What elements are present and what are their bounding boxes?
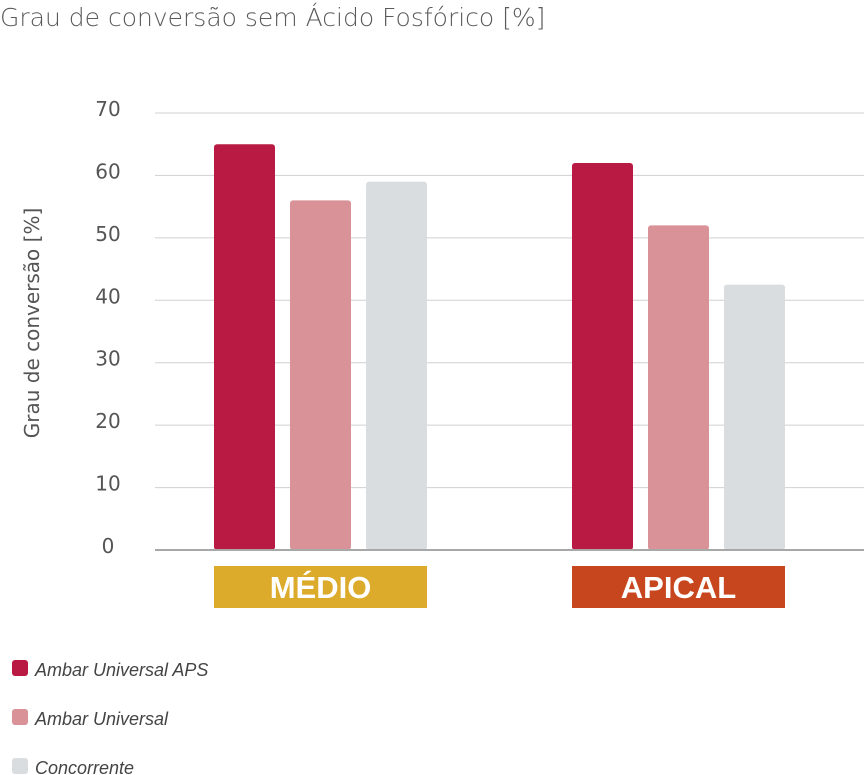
y-tick-label: 50 xyxy=(95,222,120,246)
chart-title: Grau de conversão sem Ácido Fosfórico [%… xyxy=(0,3,545,32)
legend-label: Concorrente xyxy=(35,758,134,775)
category-label: APICAL xyxy=(621,570,736,605)
category-labels: MÉDIO APICAL xyxy=(214,566,785,608)
bar-2-1 xyxy=(290,200,351,550)
category-box xyxy=(214,566,427,608)
legend-swatch xyxy=(12,709,28,725)
legend-label: Ambar Universal xyxy=(34,709,169,729)
y-tick-label: 10 xyxy=(95,472,120,496)
y-tick-label: 0 xyxy=(102,534,115,558)
y-tick-label: 20 xyxy=(95,409,120,433)
bar-1-2 xyxy=(572,162,633,550)
category-box xyxy=(572,566,785,608)
y-axis-label: Grau de conversão [%] xyxy=(20,208,44,439)
legend-swatch xyxy=(12,660,28,676)
legend-swatch xyxy=(12,758,28,774)
bar-3-2 xyxy=(724,284,785,550)
y-tick-label: 60 xyxy=(95,159,120,183)
category-label: MÉDIO xyxy=(270,570,372,605)
bar-1-1 xyxy=(214,144,275,550)
y-tick-label: 40 xyxy=(95,284,120,308)
y-tick-label: 70 xyxy=(95,97,120,121)
legend: Ambar Universal APS Ambar Universal Concor… xyxy=(12,660,208,775)
bars xyxy=(214,144,785,550)
legend-label: Ambar Universal APS xyxy=(34,660,208,680)
y-axis-ticks: 0 10 20 30 40 50 60 70 xyxy=(95,97,120,558)
bar-3-1 xyxy=(366,181,427,550)
y-tick-label: 30 xyxy=(95,347,120,371)
bar-2-2 xyxy=(648,225,709,550)
